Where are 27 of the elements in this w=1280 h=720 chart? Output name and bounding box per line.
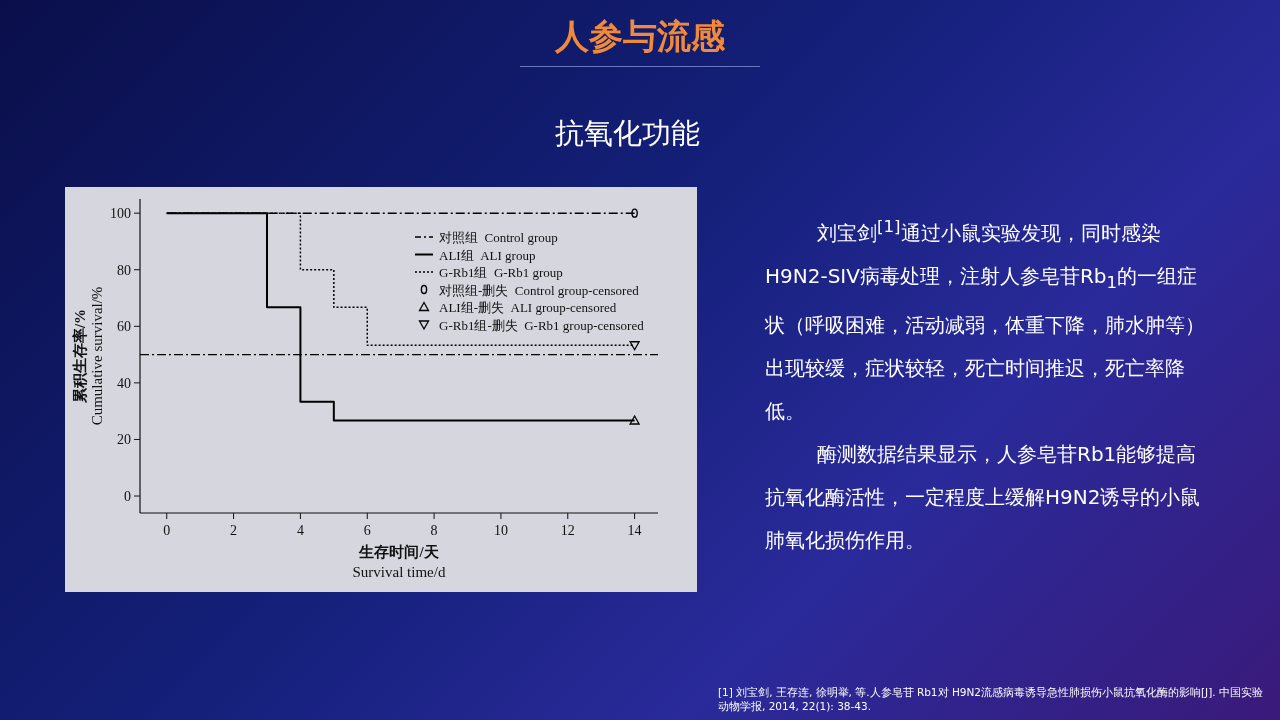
y-tick-label: 0 <box>124 489 131 505</box>
chart-title: 人参与流感 <box>554 15 726 58</box>
legend-label: ALI组 ALI group <box>439 247 536 263</box>
x-tick-label: 0 <box>163 523 171 538</box>
text: 刘宝剑$^{[1]}$通过小鼠实验发现，同时感染H9N2-SIV病毒处理，注射人参皂苷Rb$_{1}$的一组症状（呼吸困难，活动减弱，体重下降，肺水肿等）出现较缓，症状较轻，死亡时间推迟，死亡率降低。 <box>765 217 1205 423</box>
legend-label: 对照组 Control group <box>439 230 558 245</box>
x-tick-label: 8 <box>430 523 438 538</box>
legend-label: ALI组-删失 ALI group-censored <box>439 300 617 315</box>
legend-label: G-Rb1组-删失 G-Rb1 group-censored <box>439 317 645 333</box>
x-tick-label: 2 <box>230 523 238 538</box>
x-tick-label: 10 <box>493 523 508 538</box>
legend-label: G-Rb1组 G-Rb1 group <box>439 265 563 280</box>
chart-subtitle: 抗氧化功能 <box>554 115 701 152</box>
y-tick-label: 20 <box>117 432 131 448</box>
y-tick-label: 40 <box>117 375 131 391</box>
y-tick-label: 80 <box>117 262 131 278</box>
y-tick-label: 100 <box>110 206 131 222</box>
x-tick-label: 14 <box>627 523 642 538</box>
text: 酶测数据结果显示，人参皂苷Rb1能够提高抗氧化酶活性，一定程度上缓解H9N2诱导的小鼠肺氧化损伤作用。 <box>765 440 1202 554</box>
x-axis-title: 生存时间/天 Survival time/d <box>352 544 446 580</box>
legend-label: 对照组-删失 Control group-censored <box>439 282 640 298</box>
text: [1] 刘宝剑, 王存连, 徐明举, 等.人参皂苷 Rb1对 H9N2流感病毒诱导急性肺损伤小鼠抗氧化酶的影响[J]. 中国实验动物学报, 2014, 22(1): 38-43. <box>718 685 1263 713</box>
x-tick-label: 6 <box>363 523 371 538</box>
y-axis-title: 累积生存率/% Cumulative survival/% <box>71 286 105 426</box>
y-tick-label: 60 <box>117 319 131 335</box>
x-tick-label: 4 <box>296 523 304 538</box>
x-tick-label: 12 <box>560 523 575 538</box>
